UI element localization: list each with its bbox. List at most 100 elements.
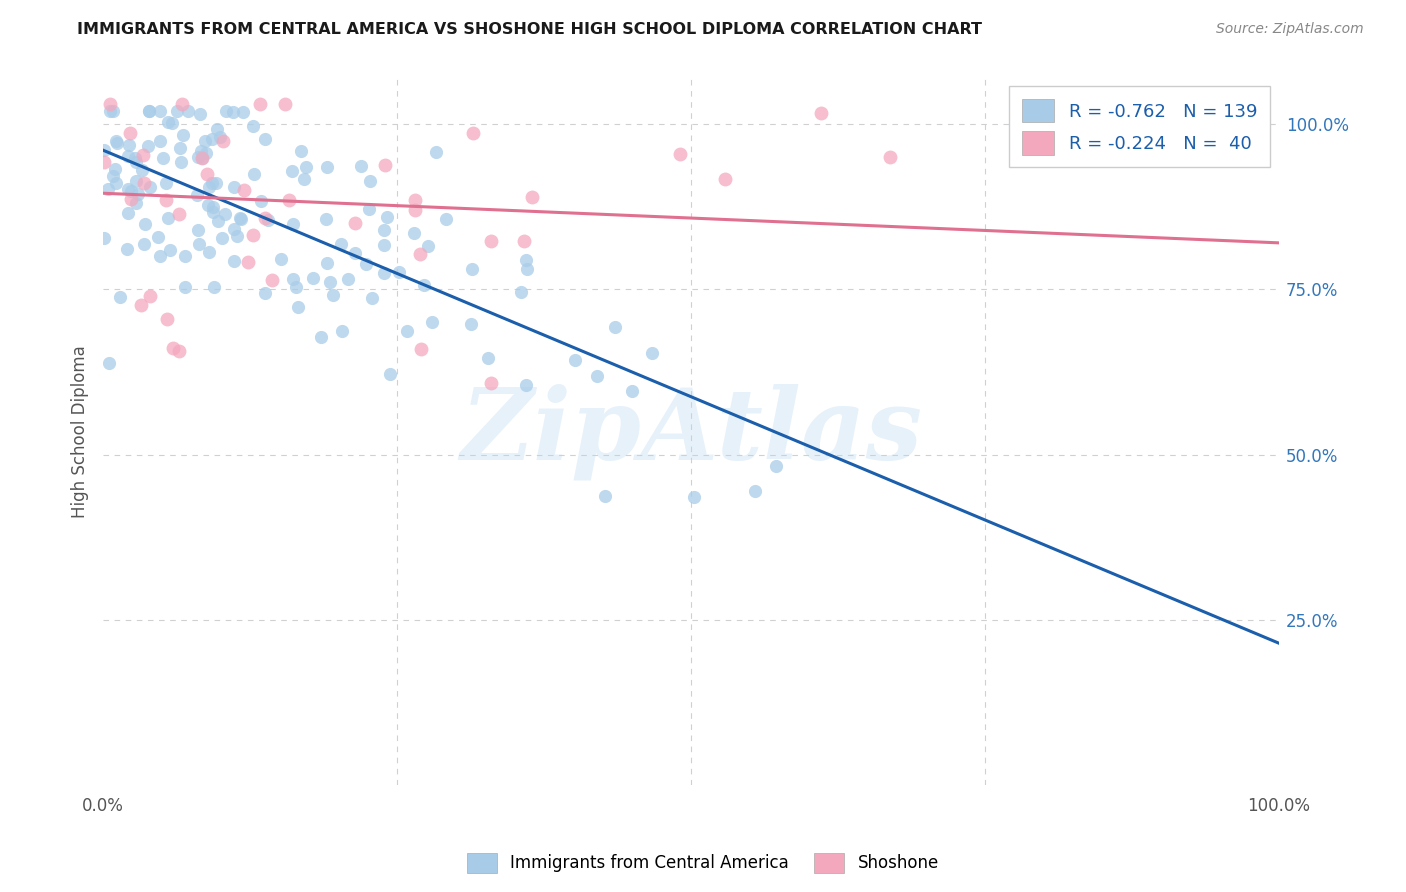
Point	[374, 158, 396, 172]
Point	[281, 164, 304, 178]
Point	[174, 280, 197, 294]
Point	[131, 162, 153, 177]
Point	[232, 183, 254, 197]
Point	[253, 285, 276, 300]
Point	[138, 103, 160, 118]
Point	[93, 143, 115, 157]
Point	[270, 252, 292, 267]
Point	[281, 272, 304, 286]
Point	[253, 211, 276, 226]
Point	[322, 288, 344, 302]
Point	[105, 135, 128, 149]
Point	[357, 202, 380, 216]
Point	[155, 194, 177, 208]
Point	[683, 490, 706, 504]
Point	[205, 177, 228, 191]
Point	[388, 265, 411, 279]
Point	[205, 122, 228, 136]
Point	[98, 96, 121, 111]
Point	[285, 280, 308, 294]
Point	[522, 190, 544, 204]
Point	[281, 217, 304, 231]
Point	[420, 315, 443, 329]
Point	[564, 353, 586, 368]
Point	[413, 277, 436, 292]
Point	[373, 266, 395, 280]
Point	[243, 167, 266, 181]
Point	[603, 319, 626, 334]
Point	[167, 344, 190, 359]
Point	[409, 342, 432, 356]
Point	[380, 367, 402, 381]
Point	[402, 226, 425, 240]
Point	[294, 161, 316, 175]
Y-axis label: High School Diploma: High School Diploma	[72, 345, 89, 518]
Point	[236, 255, 259, 269]
Point	[373, 238, 395, 252]
Point	[138, 103, 160, 118]
Point	[105, 136, 128, 150]
Point	[222, 221, 245, 235]
Point	[461, 262, 484, 277]
Point	[117, 243, 139, 257]
Point	[134, 176, 156, 190]
Point	[194, 145, 217, 160]
Point	[129, 298, 152, 312]
Point	[316, 256, 339, 270]
Point	[201, 200, 224, 214]
Point	[132, 148, 155, 162]
Point	[201, 205, 224, 219]
Point	[228, 211, 250, 226]
Point	[354, 257, 377, 271]
Point	[377, 210, 399, 224]
Point	[669, 147, 692, 161]
Point	[186, 188, 208, 202]
Point	[344, 216, 367, 230]
Point	[120, 185, 142, 199]
Point	[620, 384, 643, 398]
Point	[148, 229, 170, 244]
Point	[149, 134, 172, 148]
Point	[361, 291, 384, 305]
Point	[93, 154, 115, 169]
Point	[157, 211, 180, 226]
Point	[242, 228, 264, 243]
Point	[434, 211, 457, 226]
Point	[460, 317, 482, 331]
Point	[167, 207, 190, 221]
Point	[713, 172, 735, 186]
Point	[477, 351, 499, 365]
Point	[103, 169, 125, 183]
Point	[139, 179, 162, 194]
Point	[149, 249, 172, 263]
Point	[101, 103, 124, 118]
Point	[222, 104, 245, 119]
Point	[416, 239, 439, 253]
Point	[593, 489, 616, 503]
Point	[188, 237, 211, 252]
Point	[404, 194, 426, 208]
Point	[250, 194, 273, 209]
Point	[138, 288, 160, 302]
Legend: R = -0.762   N = 139, R = -0.224   N =  40: R = -0.762 N = 139, R = -0.224 N = 40	[1010, 87, 1270, 167]
Point	[202, 280, 225, 294]
Point	[641, 345, 664, 359]
Point	[188, 107, 211, 121]
Point	[136, 138, 159, 153]
Point	[242, 119, 264, 133]
Point	[187, 150, 209, 164]
Point	[170, 96, 193, 111]
Text: ZipAtlas: ZipAtlas	[460, 384, 922, 480]
Point	[515, 253, 537, 268]
Point	[162, 115, 184, 129]
Point	[330, 237, 353, 252]
Point	[262, 273, 284, 287]
Point	[159, 243, 181, 257]
Point	[117, 181, 139, 195]
Point	[117, 206, 139, 220]
Point	[513, 234, 536, 248]
Point	[152, 151, 174, 165]
Point	[253, 131, 276, 145]
Point	[404, 202, 426, 217]
Point	[187, 222, 209, 236]
